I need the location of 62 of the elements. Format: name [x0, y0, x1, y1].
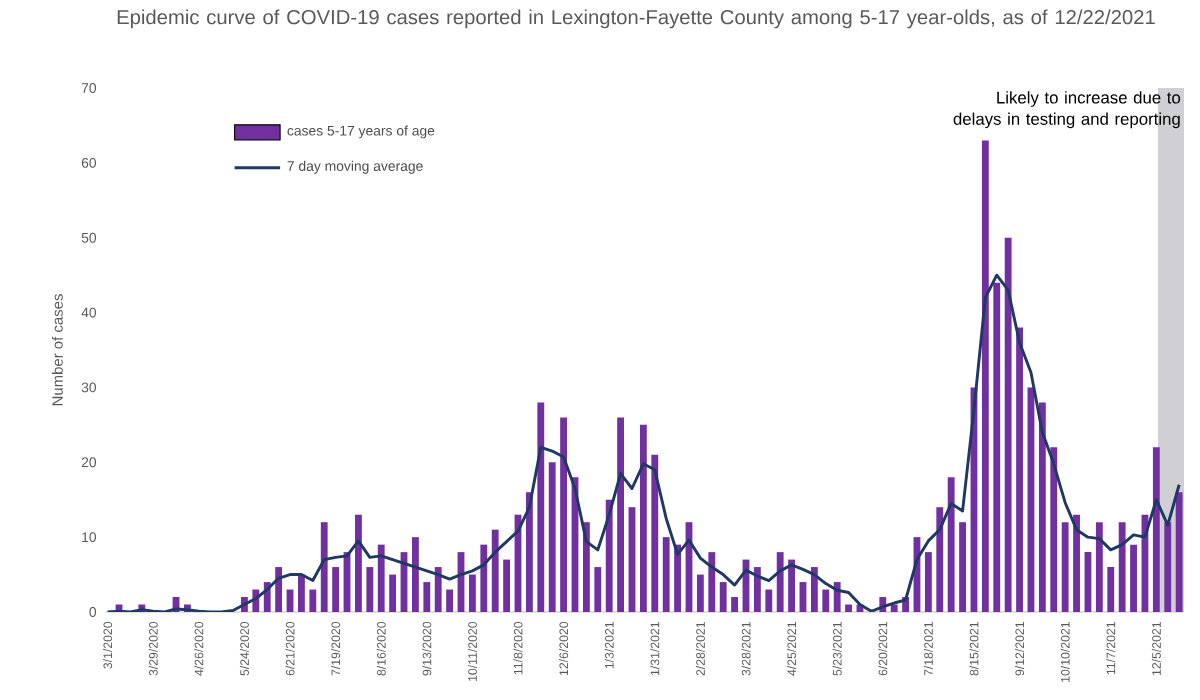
bar [753, 567, 761, 612]
bar [366, 567, 374, 612]
bar [708, 552, 716, 612]
bar [332, 567, 340, 612]
bar [1152, 447, 1160, 612]
bar [446, 589, 454, 612]
bar [594, 567, 602, 612]
bar [890, 604, 898, 612]
bar [320, 522, 328, 612]
bar [788, 559, 795, 612]
bar [525, 492, 533, 612]
bar [582, 522, 590, 612]
bar [548, 462, 556, 612]
bar [1004, 237, 1012, 612]
bar [810, 567, 818, 612]
bar [1130, 544, 1137, 612]
bar [389, 574, 397, 612]
bar [845, 604, 852, 612]
bar [537, 402, 545, 612]
bar [1164, 522, 1172, 612]
bar [1107, 567, 1115, 612]
bar [776, 552, 784, 612]
band-label: Likely to increase due to delays in testing and reporting [953, 91, 1181, 129]
bar [411, 537, 419, 612]
bar [423, 582, 431, 612]
bar [731, 597, 738, 612]
bar [936, 507, 944, 612]
bar [275, 567, 283, 612]
bar [662, 537, 670, 612]
bar [605, 499, 613, 612]
bar [617, 417, 625, 612]
bar [719, 582, 727, 612]
bar [354, 514, 362, 612]
bar [1095, 522, 1103, 612]
bar [924, 552, 932, 612]
chart-title: Epidemic curve of COVID-19 cases reported in Lexington-Fayette County among 5-17 year-olds, as of 12/22/2021 [117, 9, 1155, 29]
bar [480, 544, 488, 612]
bar [1061, 522, 1069, 612]
bar [468, 574, 476, 612]
bar [1050, 447, 1058, 612]
bar [1038, 402, 1046, 612]
bar [1118, 522, 1126, 612]
bar [1175, 492, 1183, 612]
bar [981, 140, 989, 612]
bar [639, 424, 647, 612]
bar [377, 544, 385, 612]
bar [503, 559, 511, 612]
bar [560, 417, 568, 612]
bar [651, 454, 659, 612]
bar [491, 529, 499, 612]
bar [696, 574, 704, 612]
bar [434, 567, 442, 612]
bar [309, 589, 317, 612]
bar [1016, 327, 1023, 612]
bar [822, 589, 830, 612]
bar [993, 282, 1001, 612]
bar [674, 544, 681, 612]
bar [765, 589, 773, 612]
bar [947, 477, 955, 612]
bar [1073, 514, 1080, 612]
bar [298, 574, 305, 612]
bar [959, 522, 966, 612]
